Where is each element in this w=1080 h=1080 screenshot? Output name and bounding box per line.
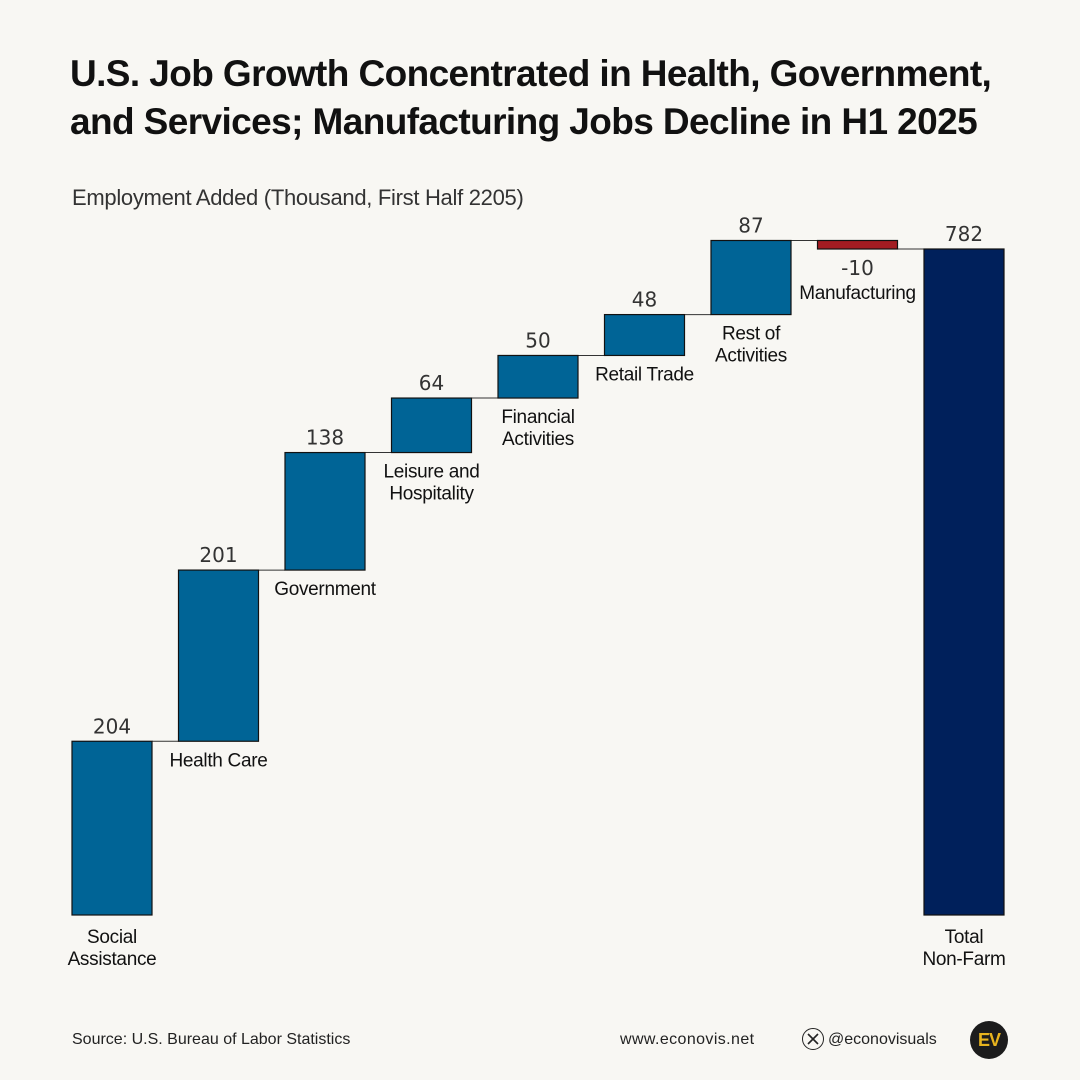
value-label: 782 [945, 222, 983, 246]
chart-subtitle: Employment Added (Thousand, First Half 2… [72, 185, 524, 210]
value-label: 50 [525, 328, 550, 352]
bar-rest-of-activities [710, 239, 792, 316]
category-label: Leisure and Hospitality [384, 462, 480, 505]
value-labels: 204 201 138 64 50 48 87 -10 782 [93, 213, 983, 738]
category-label: Government [274, 579, 377, 600]
social-handle[interactable]: @econovisuals [828, 1031, 937, 1048]
category-label: Health Care [169, 750, 267, 771]
category-label: Total Non-Farm [922, 927, 1005, 970]
bars [71, 239, 1005, 916]
value-label: 204 [93, 714, 131, 738]
bar-social-assistance [71, 740, 153, 916]
econovis-logo: EV [970, 1021, 1008, 1059]
category-labels: Social Assistance Health Care Government Lei… [68, 283, 1006, 970]
value-label: 87 [738, 213, 763, 237]
category-label: Financial Activities [501, 407, 574, 450]
bar-government [284, 451, 366, 571]
connector-lines [152, 239, 924, 742]
bar-total-non-farm [923, 248, 1005, 916]
value-label: 64 [419, 371, 444, 395]
category-label: Rest of Activities [715, 324, 787, 367]
value-label: 201 [199, 543, 237, 567]
category-label: Social Assistance [68, 927, 157, 970]
chart-title: U.S. Job Growth Concentrated in Health, … [70, 50, 1020, 146]
bar-financial-activities [497, 354, 579, 399]
waterfall-chart: 204 201 138 64 50 48 87 -10 782 Social Assistance… [68, 213, 1006, 970]
footer: Source: U.S. Bureau of Labor Statistics … [72, 1021, 1012, 1059]
value-label: 48 [632, 288, 657, 312]
bar-retail-trade [603, 313, 686, 357]
source-note: Source: U.S. Bureau of Labor Statistics [72, 1031, 351, 1048]
title-line-2: and Services; Manufacturing Jobs Decline… [70, 101, 978, 142]
bar-manufacturing [816, 239, 899, 250]
bar-health-care [177, 569, 260, 742]
x-logo-icon[interactable] [802, 1028, 824, 1050]
website-link[interactable]: www.econovis.net [620, 1031, 755, 1048]
category-label: Manufacturing [799, 283, 916, 304]
value-label: 138 [306, 426, 344, 450]
title-line-1: U.S. Job Growth Concentrated in Health, … [70, 53, 992, 94]
category-label: Retail Trade [595, 364, 694, 385]
bar-leisure-and-hospitality [390, 397, 473, 454]
value-label: -10 [841, 256, 874, 280]
